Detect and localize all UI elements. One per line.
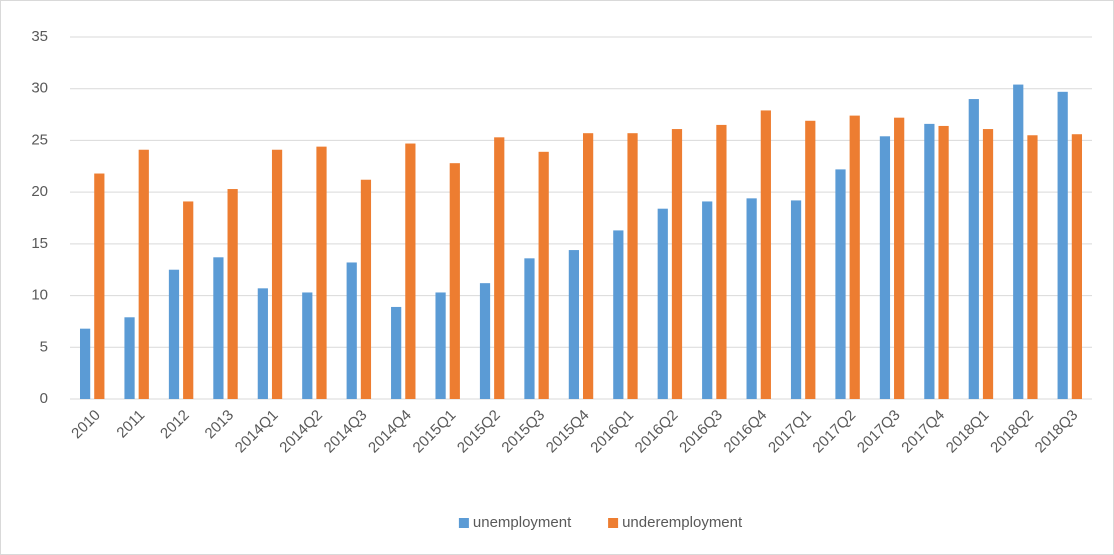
bar bbox=[938, 125, 949, 399]
bar bbox=[657, 208, 668, 399]
bar bbox=[982, 129, 994, 399]
legend-swatch bbox=[608, 518, 619, 528]
y-tick-label: 10 bbox=[31, 287, 48, 304]
bar bbox=[479, 283, 491, 399]
bar bbox=[924, 123, 935, 399]
bar bbox=[1027, 135, 1038, 399]
bar bbox=[671, 129, 683, 399]
bar bbox=[168, 269, 180, 399]
bar bbox=[271, 149, 283, 399]
y-tick-label: 0 bbox=[40, 390, 48, 407]
bar bbox=[94, 173, 105, 399]
bar bbox=[346, 262, 357, 399]
bar bbox=[435, 292, 446, 399]
bar bbox=[257, 288, 268, 399]
bar bbox=[894, 117, 905, 399]
y-tick-label: 30 bbox=[31, 80, 48, 97]
bar bbox=[716, 124, 727, 400]
legend-label: unemployment bbox=[473, 514, 572, 531]
bar bbox=[391, 306, 402, 399]
bar bbox=[879, 136, 891, 399]
y-tick-label: 20 bbox=[31, 183, 48, 200]
bar bbox=[746, 198, 757, 399]
bar bbox=[494, 137, 505, 399]
bar bbox=[835, 169, 846, 399]
bar bbox=[1071, 134, 1083, 400]
bar bbox=[583, 133, 594, 399]
bar bbox=[227, 189, 238, 399]
bar bbox=[627, 133, 638, 399]
bar bbox=[702, 201, 713, 399]
bar bbox=[760, 110, 771, 399]
legend-label: underemployment bbox=[622, 514, 743, 531]
bar bbox=[138, 149, 149, 399]
bar bbox=[968, 99, 979, 400]
bar bbox=[360, 179, 372, 399]
bar bbox=[568, 250, 579, 399]
bar bbox=[449, 163, 460, 399]
bar bbox=[524, 258, 535, 399]
bar bbox=[316, 146, 327, 399]
bar bbox=[790, 200, 802, 399]
bar bbox=[849, 115, 860, 399]
legend-swatch bbox=[458, 518, 469, 528]
y-tick-label: 5 bbox=[40, 338, 48, 355]
bar bbox=[1013, 84, 1024, 399]
bar bbox=[183, 201, 194, 399]
y-tick-label: 15 bbox=[31, 235, 48, 252]
bar bbox=[805, 120, 816, 399]
bar bbox=[538, 151, 549, 399]
y-tick-label: 35 bbox=[31, 28, 48, 45]
bar bbox=[1057, 91, 1068, 400]
y-tick-label: 25 bbox=[31, 131, 48, 148]
bar bbox=[302, 292, 313, 399]
bar bbox=[79, 328, 91, 399]
bar bbox=[613, 230, 624, 399]
bar bbox=[213, 257, 224, 399]
bar bbox=[405, 143, 416, 399]
bar bbox=[124, 317, 135, 399]
